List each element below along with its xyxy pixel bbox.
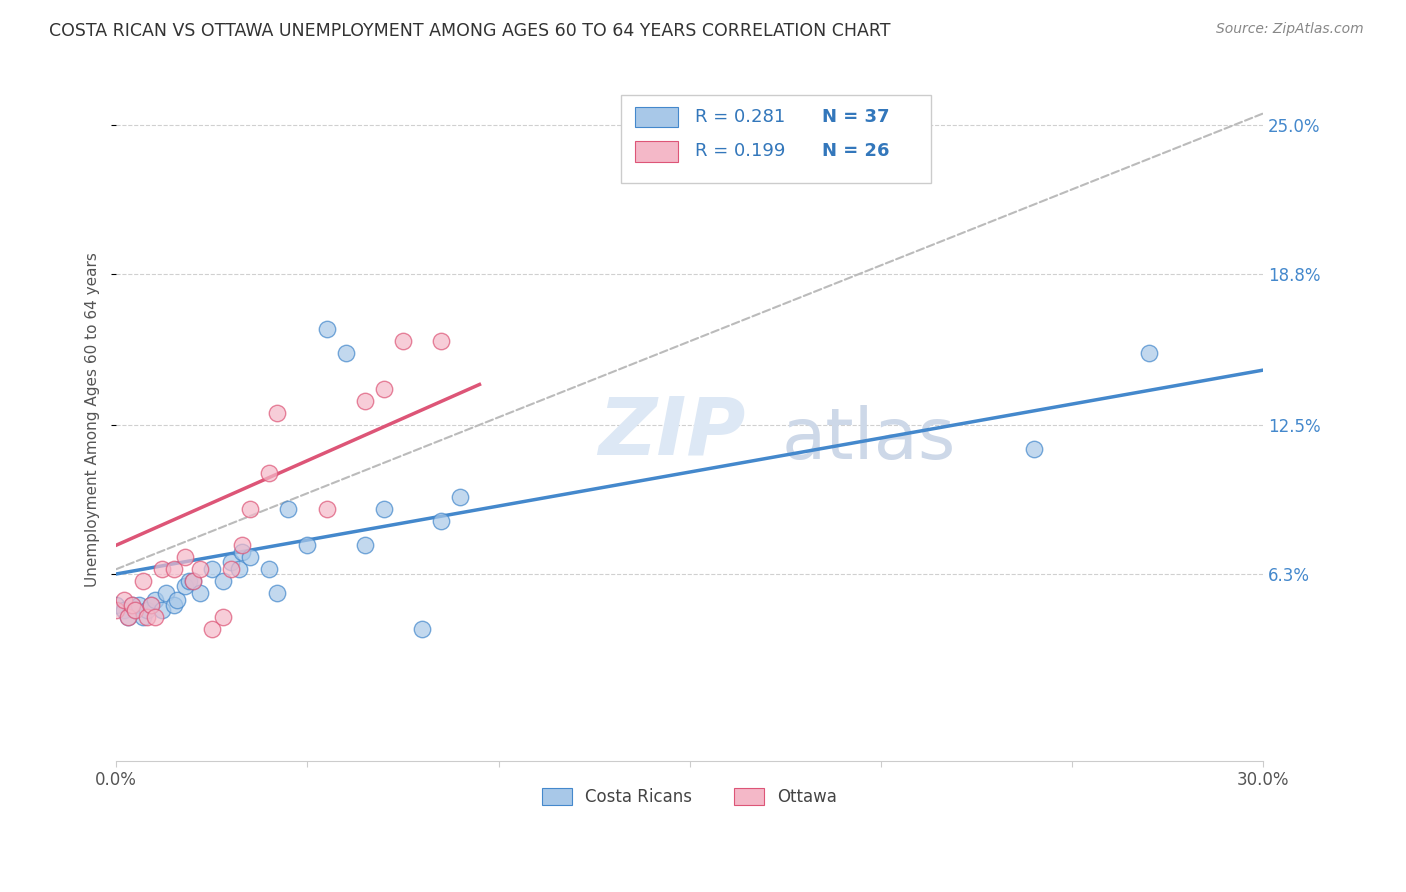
Text: R = 0.199: R = 0.199: [696, 142, 786, 161]
Point: [139, 598, 162, 612]
Point: [174, 579, 197, 593]
Point: [392, 334, 415, 349]
Point: [231, 538, 253, 552]
Point: [1022, 442, 1045, 457]
FancyBboxPatch shape: [634, 107, 678, 128]
Point: [150, 562, 173, 576]
Legend: Costa Ricans, Ottawa: Costa Ricans, Ottawa: [534, 780, 845, 814]
Point: [143, 610, 166, 624]
Point: [430, 334, 453, 349]
Y-axis label: Unemployment Among Ages 60 to 64 years: Unemployment Among Ages 60 to 64 years: [86, 252, 100, 587]
Point: [266, 406, 288, 420]
Point: [128, 598, 150, 612]
Text: atlas: atlas: [782, 405, 956, 475]
Point: [132, 574, 155, 589]
Point: [201, 622, 224, 636]
Point: [219, 562, 242, 576]
Point: [257, 562, 280, 576]
Point: [177, 574, 200, 589]
Text: ZIP: ZIP: [598, 394, 745, 472]
Point: [335, 346, 357, 360]
Text: N = 37: N = 37: [821, 108, 889, 126]
Point: [231, 545, 253, 559]
Point: [297, 538, 319, 552]
Point: [112, 603, 135, 617]
Point: [190, 586, 212, 600]
Point: [315, 322, 337, 336]
Point: [257, 467, 280, 481]
Text: N = 26: N = 26: [821, 142, 889, 161]
Point: [135, 603, 157, 617]
Point: [411, 622, 433, 636]
Point: [117, 610, 139, 624]
Point: [162, 562, 184, 576]
Text: COSTA RICAN VS OTTAWA UNEMPLOYMENT AMONG AGES 60 TO 64 YEARS CORRELATION CHART: COSTA RICAN VS OTTAWA UNEMPLOYMENT AMONG…: [49, 22, 891, 40]
Point: [162, 598, 184, 612]
FancyBboxPatch shape: [634, 141, 678, 161]
Point: [121, 598, 143, 612]
Point: [143, 593, 166, 607]
Point: [124, 603, 146, 617]
Point: [449, 490, 471, 504]
Point: [181, 574, 204, 589]
Point: [181, 574, 204, 589]
Point: [124, 603, 146, 617]
Text: R = 0.281: R = 0.281: [696, 108, 786, 126]
Point: [353, 394, 375, 409]
Point: [239, 550, 262, 565]
Point: [105, 603, 128, 617]
Point: [228, 562, 250, 576]
Point: [155, 586, 177, 600]
Point: [212, 610, 235, 624]
Point: [266, 586, 288, 600]
Point: [121, 598, 143, 612]
Point: [219, 555, 242, 569]
Point: [174, 550, 197, 565]
Point: [135, 610, 157, 624]
Point: [132, 610, 155, 624]
Point: [353, 538, 375, 552]
Point: [117, 610, 139, 624]
Point: [112, 593, 135, 607]
Point: [373, 382, 395, 396]
Point: [150, 603, 173, 617]
Point: [430, 514, 453, 528]
Point: [277, 502, 299, 516]
Point: [201, 562, 224, 576]
Point: [190, 562, 212, 576]
Point: [166, 593, 188, 607]
Point: [315, 502, 337, 516]
Point: [373, 502, 395, 516]
Point: [139, 598, 162, 612]
FancyBboxPatch shape: [621, 95, 931, 184]
Point: [212, 574, 235, 589]
Point: [1137, 346, 1160, 360]
Point: [239, 502, 262, 516]
Text: Source: ZipAtlas.com: Source: ZipAtlas.com: [1216, 22, 1364, 37]
Point: [105, 598, 128, 612]
